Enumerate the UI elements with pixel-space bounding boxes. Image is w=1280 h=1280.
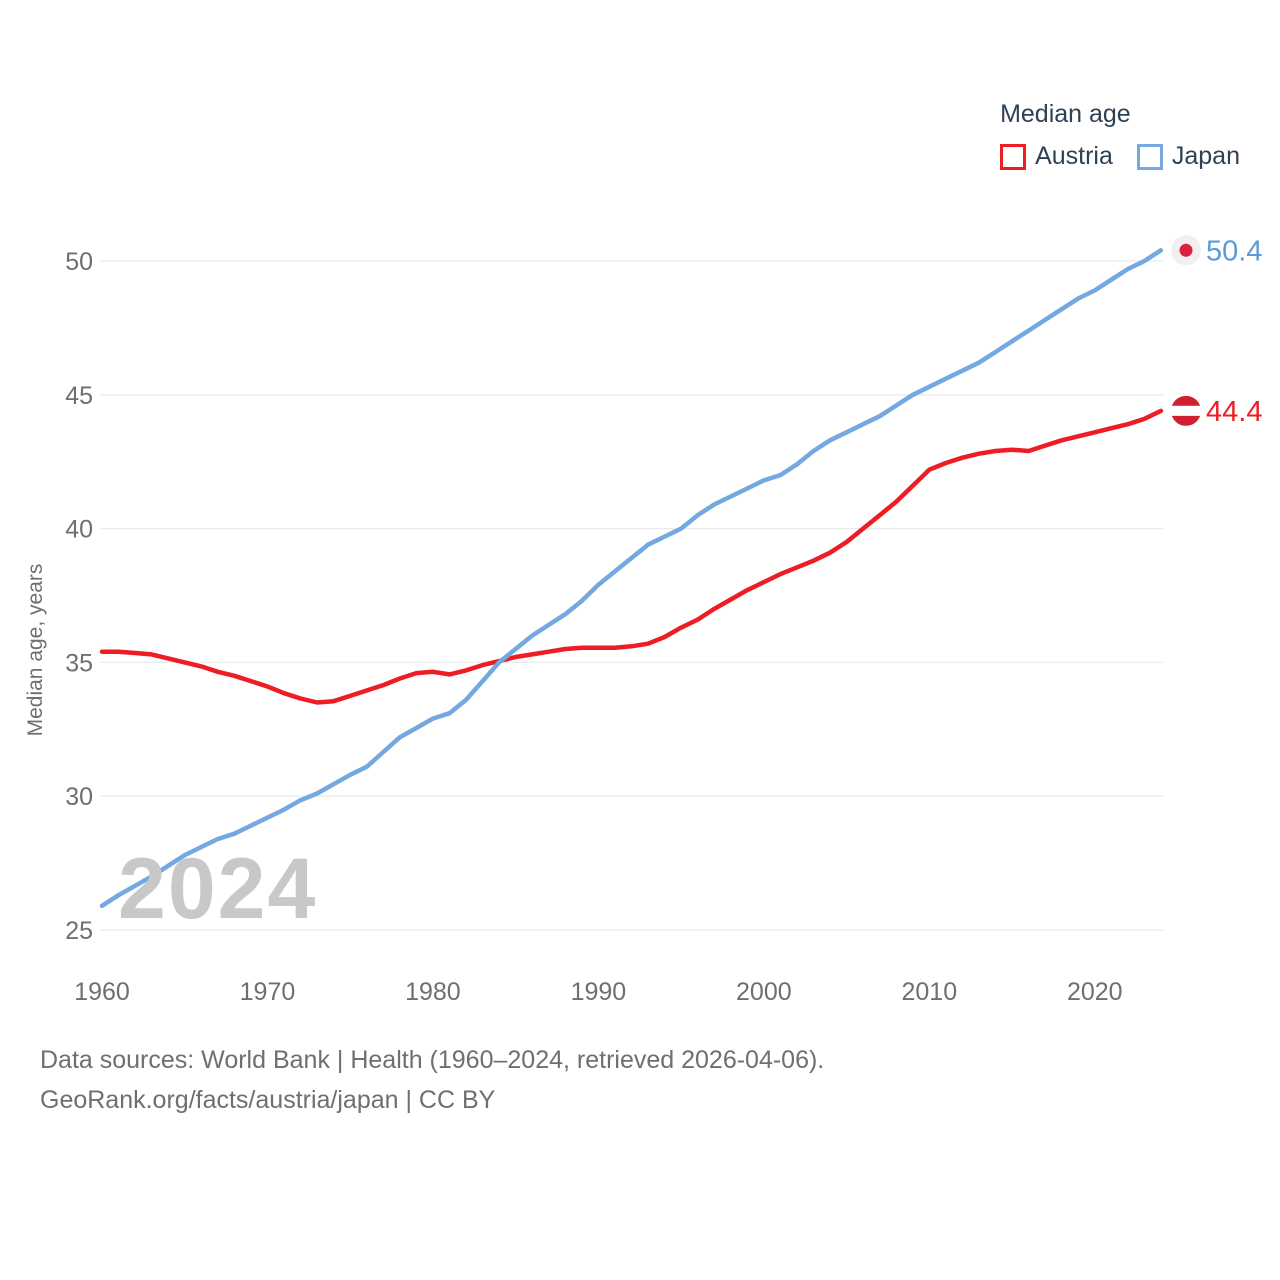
x-tick-label: 1990: [571, 978, 627, 1006]
year-watermark: 2024: [118, 841, 318, 937]
end-value-label-austria: 44.4: [1206, 396, 1262, 428]
x-tick-label: 1970: [240, 978, 296, 1006]
x-tick-label: 2010: [901, 978, 957, 1006]
y-axis-title: Median age, years: [24, 564, 47, 737]
x-tick-label: 1980: [405, 978, 461, 1006]
chart-footer: Data sources: World Bank | Health (1960–…: [40, 1040, 824, 1120]
legend-label-austria: Austria: [1035, 142, 1113, 170]
y-tick-label: 25: [65, 917, 93, 945]
chart-legend: Median age Austria Japan: [1000, 100, 1240, 171]
austria-flag-stripe: [1171, 395, 1201, 406]
legend-rows: Austria Japan: [1000, 142, 1240, 171]
y-tick-label: 50: [65, 248, 93, 276]
austria-flag-stripe: [1171, 405, 1201, 416]
japan-legend-swatch-icon: [1136, 143, 1163, 170]
austria-flag-icon[interactable]: [1171, 395, 1201, 426]
footer-attribution-line: GeoRank.org/facts/austria/japan | CC BY: [40, 1086, 496, 1114]
austria-legend-swatch-icon: [1000, 143, 1027, 170]
series-line-austria[interactable]: [99, 408, 1164, 705]
legend-label-japan: Japan: [1171, 142, 1240, 170]
x-tick-label: 2000: [736, 978, 792, 1006]
x-tick-label: 2020: [1067, 978, 1123, 1006]
legend-item-japan[interactable]: Japan: [1136, 142, 1240, 171]
y-tick-label: 35: [65, 649, 93, 677]
y-tick-label: 45: [65, 382, 93, 410]
austria-flag-stripe: [1171, 415, 1201, 426]
legend-item-austria[interactable]: Austria: [1000, 142, 1113, 171]
y-tick-label: 40: [65, 516, 93, 544]
footer-sources-line: Data sources: World Bank | Health (1960–…: [40, 1046, 825, 1074]
legend-title: Median age: [1000, 100, 1131, 128]
end-value-label-japan: 50.4: [1206, 235, 1262, 267]
japan-flag-dot: [1179, 243, 1193, 257]
x-tick-label: 1960: [74, 978, 130, 1006]
series-line-japan[interactable]: [99, 248, 1164, 909]
y-tick-label: 30: [65, 783, 93, 811]
